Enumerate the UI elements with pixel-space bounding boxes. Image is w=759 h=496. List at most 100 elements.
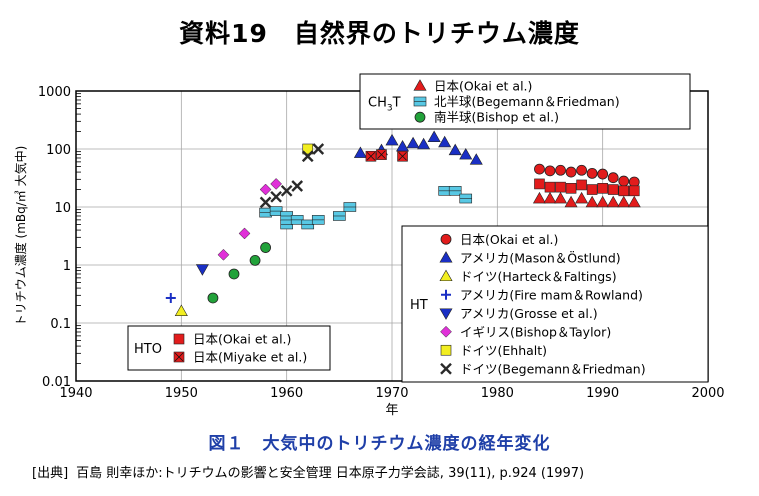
data-point-ch3t [259,207,272,218]
data-point-ht [301,150,314,163]
data-point-ht [555,164,566,176]
legend-marker [439,269,453,282]
data-point-ht [586,167,598,179]
data-point-ch3t [290,215,304,225]
data-point-ht [607,172,619,184]
legend-marker [440,344,452,356]
data-point-ch3t [532,191,546,204]
data-point-ht [280,184,293,197]
legend-marker [440,362,452,375]
data-point-ht [396,139,410,152]
data-point-ch3t [343,202,357,212]
legend-marker [440,233,452,245]
legend-entry-label: 日本(Okai et al.) [460,232,558,247]
legend-marker [441,289,451,300]
legend-group-label: HT [410,298,428,313]
data-point-ht-b [301,150,314,163]
source-label: [出典] [32,466,69,481]
y-tick-label: 1000 [38,85,71,100]
data-point-ch3t [627,195,641,208]
x-tick-label: 1970 [375,386,408,401]
data-point-ht [259,196,272,209]
data-point-ht-b [270,190,282,203]
data-point-ch3t [333,211,346,221]
x-tick-label: 1950 [165,386,198,401]
legend-group-label-sub: 3 [387,104,393,114]
data-point-ch3t [459,193,473,204]
data-point-ht [534,163,545,175]
data-point-ht [353,146,367,158]
data-point-ch3t [207,292,219,304]
data-point-ch3t [438,186,451,196]
data-point-ch3t [564,195,578,208]
y-tick-label: 0.1 [50,317,71,332]
source-text: 百島 則幸ほか:トリチウムの影響と安全管理 日本原子力学会誌, 39(11), … [76,466,585,481]
legend-entry-label: 南半球(Bishop et al.) [434,110,559,125]
data-point-ht [576,164,587,176]
data-point-ch3t [249,255,261,266]
x-tick-label: 1990 [586,386,619,401]
x-tick-label: 1940 [59,386,92,401]
data-point-ht-b [259,196,272,209]
legend-entry-label: アメリカ(Mason＆Östlund) [460,249,621,265]
data-point-ht [270,190,282,203]
data-point-hto [565,183,577,194]
data-point-hto [544,181,556,193]
data-point-ht [459,148,473,160]
legend-entry-label: 日本(Miyake et al.) [193,350,307,365]
x-axis-label: 年 [385,403,398,418]
data-point-hto [365,150,377,162]
legend-marker [440,325,452,338]
legend-entry-label: ドイツ(Begemann＆Friedman) [460,361,646,376]
y-tick-label: 1 [63,259,71,274]
legend-marker-b [174,352,184,362]
legend-entry-label: ドイツ(Harteck＆Faltings) [460,269,617,284]
data-point-ht [448,143,462,156]
data-point-ch3t [260,242,272,253]
source-citation: [出典] 百島 則幸ほか:トリチウムの影響と安全管理 日本原子力学会誌, 39(1… [32,462,584,481]
data-point-hto [586,184,598,195]
data-point-ht [406,136,420,149]
data-point-ch3t [228,268,240,280]
data-point-ht [291,180,304,192]
legend-marker [413,79,427,91]
data-point-ch3t [280,211,293,221]
legend-ht: HT 日本(Okai et al.) アメリカ(Mason＆Östlund) ドイツ(… [401,225,709,383]
legend-box [401,225,709,383]
legend-group-label: CH3T [368,96,401,114]
data-point-ht [427,130,441,142]
data-point-ch3t [596,195,610,208]
data-point-ht [259,183,272,196]
data-point-hto [607,184,619,195]
data-point-ht [438,135,452,148]
data-point-ht [312,143,325,155]
legend-marker [414,111,426,123]
data-point-ht [618,175,630,187]
figure-caption: 図１ 大気中のトリチウム濃度の経年変化 [208,434,551,454]
x-tick-labels: 1940 1950 1960 1970 1980 1990 2000 [59,386,724,401]
legend-ch3t: CH3T 日本(Okai et al.)北半球(Begemann＆Friedman… [359,73,691,130]
legend-marker [439,308,453,320]
data-point-ht [469,153,483,165]
data-point-hto [628,185,640,197]
data-point-ch3t [448,186,462,196]
data-point-ch3t [606,195,620,208]
data-point-ht [217,248,230,261]
legend-group-label: HTO [134,342,162,357]
data-point-ch3t [585,195,599,208]
y-tick-labels: 0.01 0.1 1 10 100 1000 [38,85,71,390]
data-point-ht [628,176,640,188]
legend-entry-label: アメリカ(Grosse et al.) [460,306,598,321]
y-tick-label: 0.01 [42,375,71,390]
data-point-ht [270,178,282,190]
legend-entry-label: ドイツ(Ehhalt) [460,343,547,358]
data-point-ht [417,137,431,150]
data-point-ht [385,133,399,146]
data-point-hto [555,181,566,193]
legend-entry-label: アメリカ(Fire mam＆Rowland) [460,287,643,302]
data-point-ht-b [280,184,293,197]
data-point-ht [597,168,609,180]
y-tick-label: 100 [46,143,71,158]
